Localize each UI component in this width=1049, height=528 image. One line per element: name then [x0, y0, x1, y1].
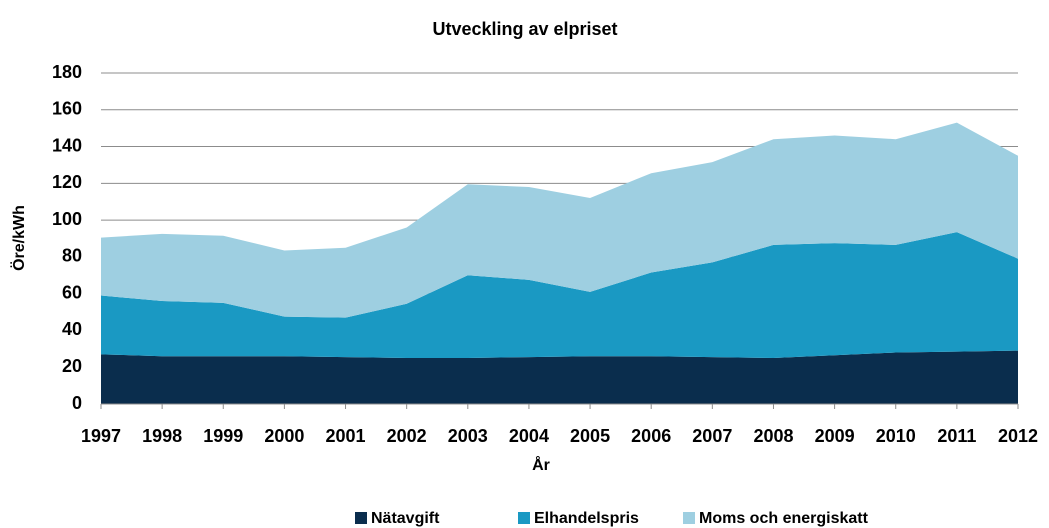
x-tick-label: 2004: [509, 426, 549, 446]
x-tick-label: 2008: [753, 426, 793, 446]
area: [101, 232, 1018, 359]
y-tick-label: 160: [52, 99, 82, 119]
legend-swatch: [683, 512, 695, 524]
y-axis-label: Öre/kWh: [9, 205, 28, 271]
legend-label: Moms och energiskatt: [699, 510, 869, 527]
x-tick-label: 1999: [203, 426, 243, 446]
legend-swatch: [355, 512, 367, 524]
x-tick-label: 2012: [998, 426, 1038, 446]
y-tick-label: 0: [72, 393, 82, 413]
x-tick-label: 2010: [876, 426, 916, 446]
y-tick-label: 140: [52, 135, 82, 155]
x-tick-label: 2011: [937, 426, 976, 446]
x-tick-label: 2002: [387, 426, 427, 446]
area: [101, 122, 1018, 318]
x-tick-label: 2007: [692, 426, 732, 446]
x-tick-label: 2006: [631, 426, 671, 446]
legend-label: Nätavgift: [371, 510, 440, 527]
x-tick-label: 2009: [815, 426, 855, 446]
x-tick-label: 2001: [326, 426, 366, 446]
legend-label: Elhandelspris: [534, 510, 639, 527]
area: [101, 350, 1018, 404]
y-tick-label: 40: [62, 319, 82, 339]
y-tick-label: 20: [62, 356, 82, 376]
y-tick-label: 80: [62, 246, 82, 266]
legend-swatch: [518, 512, 530, 524]
x-tick-label: 2000: [264, 426, 304, 446]
x-tick-label: 2003: [448, 426, 488, 446]
x-tick-label: 2005: [570, 426, 610, 446]
y-tick-label: 120: [52, 172, 82, 192]
x-tick-label: 1997: [81, 426, 121, 446]
x-tick-label: 1998: [142, 426, 182, 446]
y-tick-label: 60: [62, 282, 82, 302]
x-axis-label: År: [532, 455, 550, 474]
chart-title: Utveckling av elpriset: [432, 19, 617, 39]
y-tick-label: 180: [52, 62, 82, 82]
y-tick-label: 100: [52, 209, 82, 229]
